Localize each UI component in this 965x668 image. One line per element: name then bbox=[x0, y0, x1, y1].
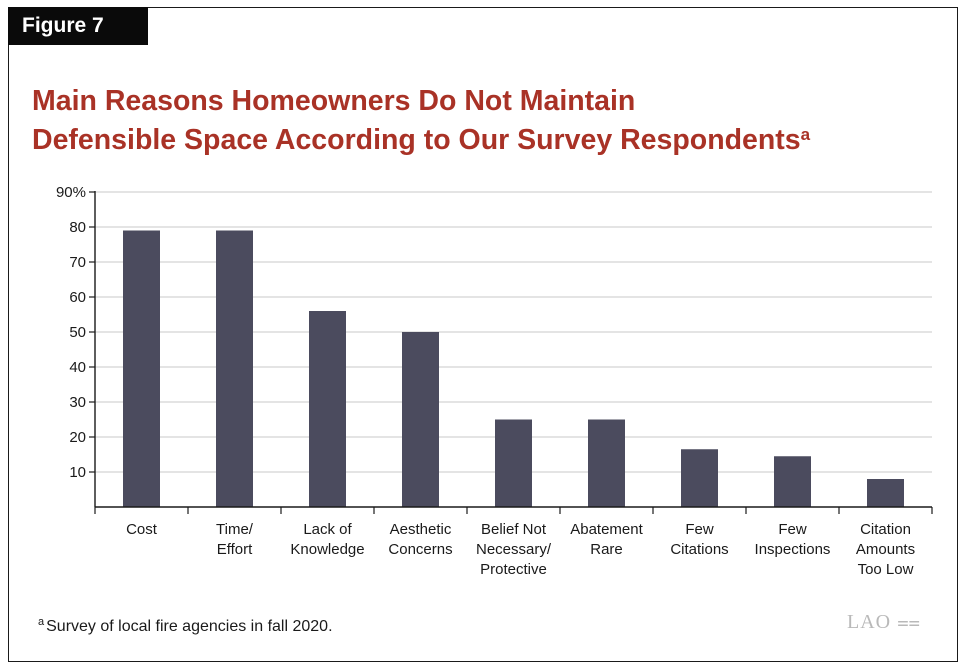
bar bbox=[867, 479, 904, 507]
figure-label: Figure 7 bbox=[8, 7, 148, 45]
y-tick-label: 70 bbox=[69, 254, 86, 271]
bar bbox=[309, 311, 346, 507]
x-tick-label: Time/Effort bbox=[216, 521, 254, 558]
title-superscript: a bbox=[800, 125, 811, 144]
chart-title-line2-text: Defensible Space According to Our Survey… bbox=[32, 124, 801, 156]
footnote: a Survey of local fire agencies in fall 2… bbox=[38, 616, 333, 636]
chart-title-line1: Main Reasons Homeowners Do Not Maintain bbox=[32, 85, 636, 117]
lao-logo: LAO ⩵ bbox=[847, 611, 921, 634]
bar bbox=[588, 419, 625, 507]
footnote-text: Survey of local fire agencies in fall 20… bbox=[46, 618, 333, 635]
lao-logo-text: LAO bbox=[847, 611, 892, 633]
bar bbox=[774, 456, 811, 507]
x-tick-label: Citation Amounts Too Low bbox=[856, 521, 915, 578]
lao-logo-mark: ⩵ bbox=[891, 611, 922, 633]
x-tick-label: Few Citations bbox=[670, 521, 728, 558]
y-tick-label: 50 bbox=[69, 324, 86, 341]
y-tick-label: 90% bbox=[56, 184, 86, 201]
y-tick-label: 30 bbox=[69, 394, 86, 411]
bar bbox=[123, 230, 160, 507]
y-tick-label: 20 bbox=[69, 429, 86, 446]
y-tick-label: 10 bbox=[69, 464, 86, 481]
y-tick-label: 40 bbox=[69, 359, 86, 376]
bar bbox=[495, 419, 532, 507]
x-tick-label: Belief Not Necessary/Protective bbox=[476, 521, 552, 578]
x-tick-label: Lack of Knowledge bbox=[290, 521, 364, 558]
y-tick-label: 80 bbox=[69, 219, 86, 236]
bar bbox=[402, 332, 439, 507]
chart-title-line2: Defensible Space According to Our Survey… bbox=[32, 118, 942, 157]
bar bbox=[681, 449, 718, 507]
bar bbox=[216, 230, 253, 507]
x-tick-label: Abatement Rare bbox=[570, 521, 643, 558]
figure-frame bbox=[8, 7, 958, 662]
x-tick-label: Few Inspections bbox=[755, 521, 831, 558]
y-tick-label: 60 bbox=[69, 289, 86, 306]
x-tick-label: Aesthetic Concerns bbox=[388, 521, 452, 558]
x-tick-label: Cost bbox=[126, 521, 158, 538]
chart-title: Main Reasons Homeowners Do Not Maintain … bbox=[32, 84, 942, 157]
footnote-marker: a bbox=[38, 616, 45, 628]
